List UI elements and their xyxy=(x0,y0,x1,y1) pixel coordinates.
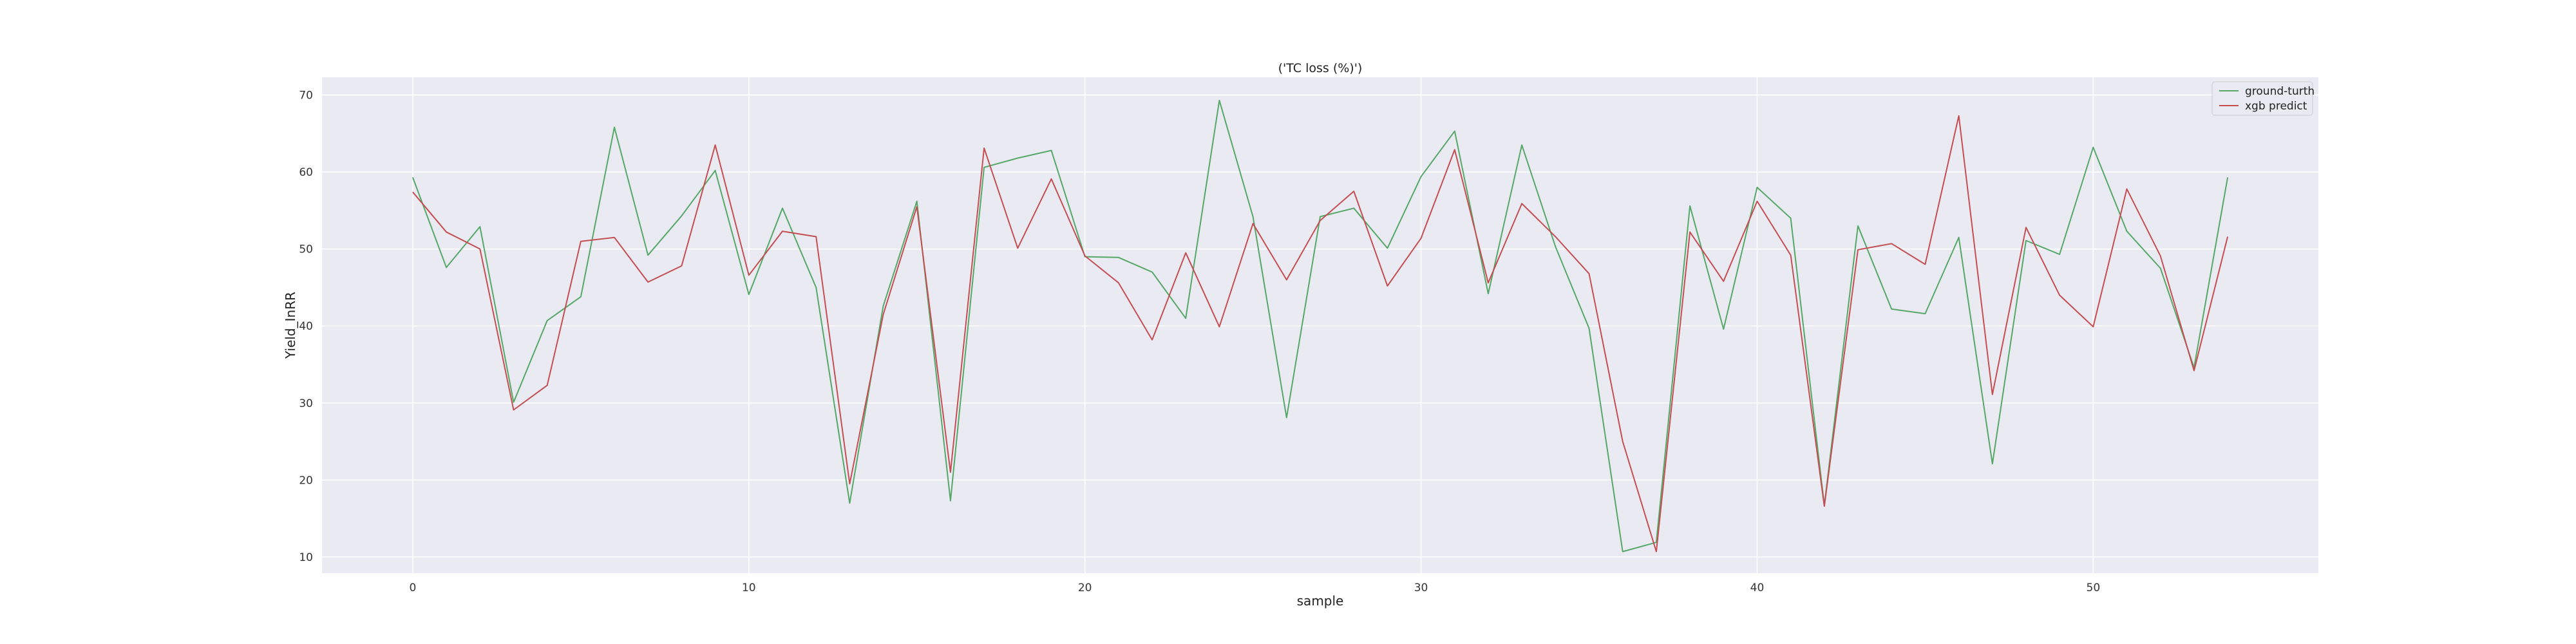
series-lines xyxy=(412,99,2229,553)
x-tick-label: 20 xyxy=(1078,582,1092,594)
y-tick-label: 50 xyxy=(299,243,313,256)
y-tick-label: 30 xyxy=(299,397,313,410)
chart-title: ('TC loss (%)') xyxy=(1278,61,1363,75)
y-tick-label: 70 xyxy=(299,90,313,102)
x-tick-label: 0 xyxy=(409,582,416,594)
legend: ground-turth xgb predict xyxy=(2211,81,2315,116)
x-axis-label: sample xyxy=(1297,593,1344,609)
y-tick-label: 60 xyxy=(299,166,313,179)
x-tick-label: 40 xyxy=(1750,582,1765,594)
y-tick-label: 40 xyxy=(299,320,313,333)
series-line-xgb-predict xyxy=(412,115,2229,553)
y-axis-label: Yield_InRR xyxy=(283,292,298,359)
series-line-ground-truth xyxy=(412,99,2229,553)
x-tick-label: 30 xyxy=(1414,582,1428,594)
y-tick-label: 20 xyxy=(299,474,313,487)
legend-label-xgb-predict: xgb predict xyxy=(2245,100,2307,113)
tick-labels: 10 20 30 40 50 60 70 0 10 20 30 40 50 xyxy=(299,90,2100,595)
legend-label-ground-truth: ground-turth xyxy=(2245,85,2315,98)
x-tick-label: 10 xyxy=(742,582,756,594)
plot-area xyxy=(322,77,2318,573)
x-tick-label: 50 xyxy=(2087,582,2101,594)
y-tick-label: 10 xyxy=(299,551,313,564)
